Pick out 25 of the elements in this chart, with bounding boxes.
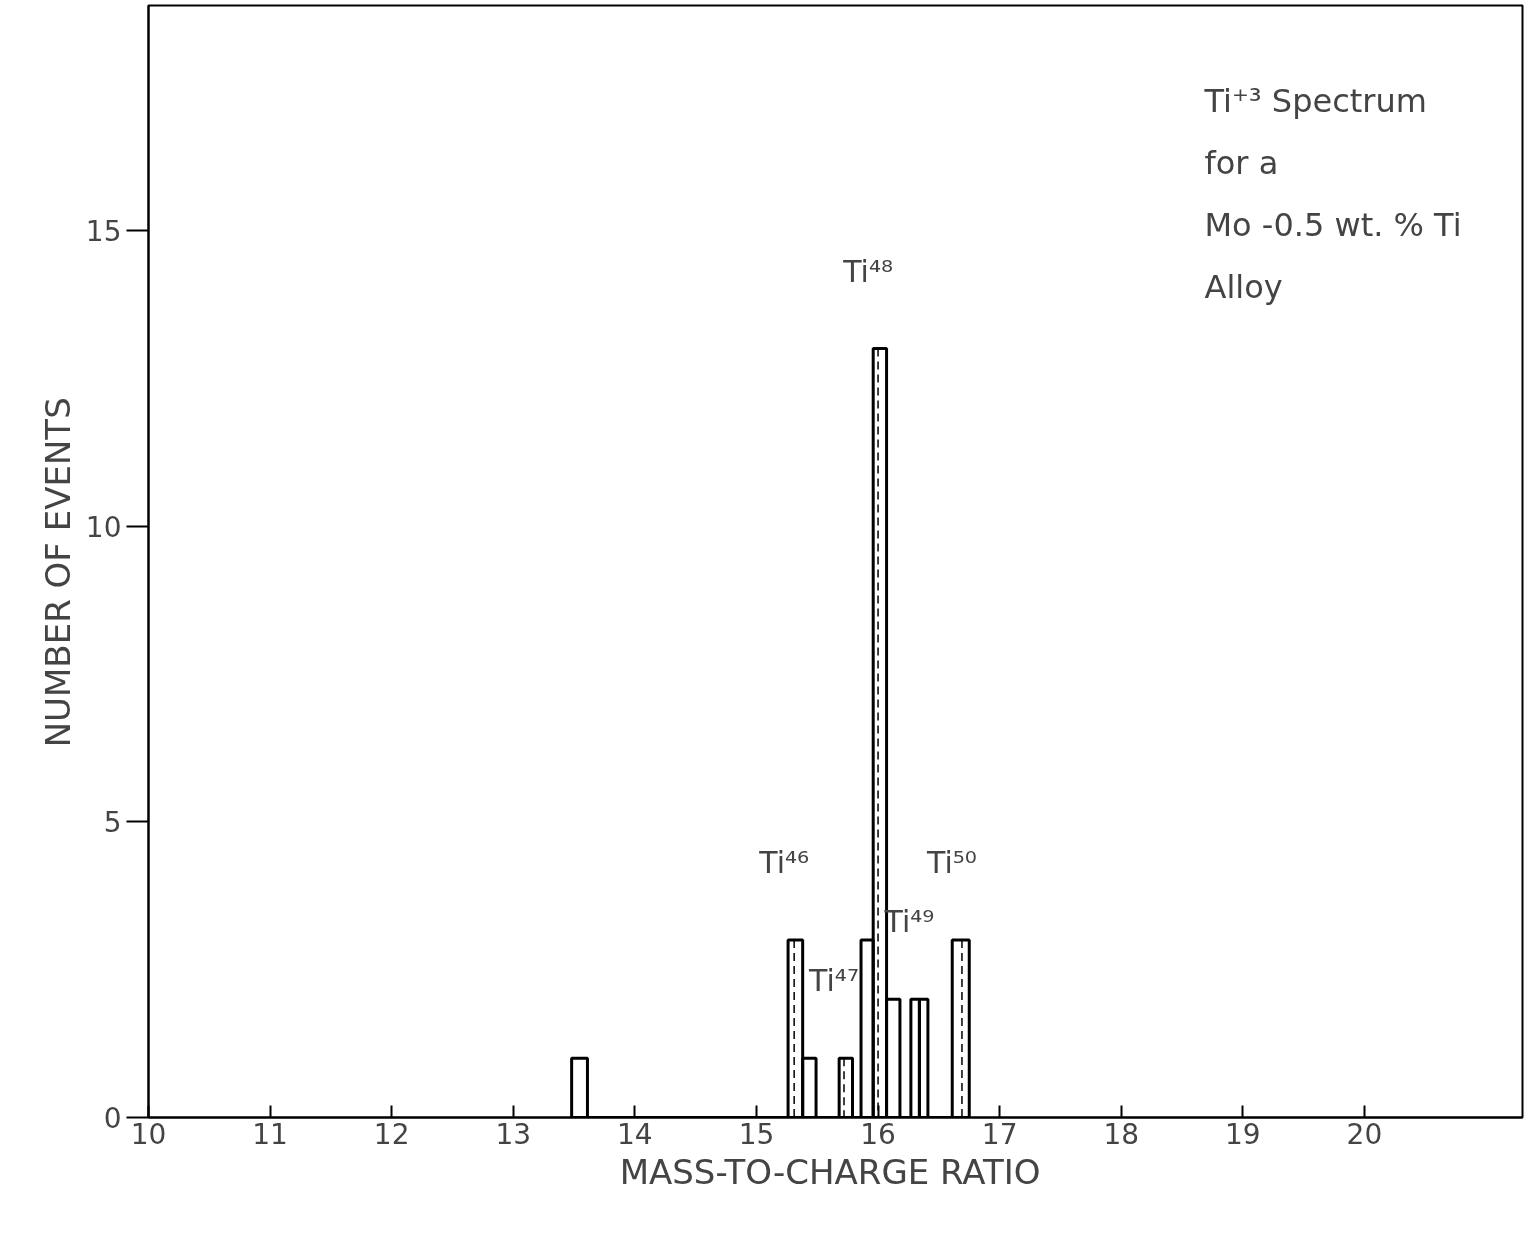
x-tick-label: 17 xyxy=(981,1117,1018,1151)
annotation: Ti⁺³ Spectrum xyxy=(1203,81,1427,120)
x-tick-label: 18 xyxy=(1103,1117,1140,1151)
x-tick-label: 14 xyxy=(617,1117,653,1151)
x-tick-label: 13 xyxy=(495,1117,532,1151)
annotation: Alloy xyxy=(1204,267,1283,306)
x-tick-label: 20 xyxy=(1346,1117,1383,1151)
x-tick-label: 11 xyxy=(252,1117,288,1151)
annotation: for a xyxy=(1204,143,1279,182)
x-tick-label: 16 xyxy=(860,1117,896,1151)
annotation: Mo -0.5 wt. % Ti xyxy=(1204,205,1462,244)
x-tick-label: 10 xyxy=(130,1117,167,1151)
y-tick-label: 0 xyxy=(103,1102,122,1135)
annotation: Ti⁴⁸ xyxy=(842,253,893,289)
y-tick-label: 5 xyxy=(103,806,122,840)
x-tick-label: 12 xyxy=(373,1117,410,1151)
annotation: Ti⁵⁰ xyxy=(926,845,977,881)
annotation: Ti⁴⁶ xyxy=(758,845,810,881)
x-tick-label: 19 xyxy=(1225,1117,1261,1151)
x-axis-title: MASS-TO-CHARGE RATIO xyxy=(619,1151,1041,1192)
annotation: Ti⁴⁷ xyxy=(808,963,859,999)
y-tick-label: 15 xyxy=(85,214,122,248)
y-tick-label: 10 xyxy=(85,510,122,544)
y-axis-title: NUMBER OF EVENTS xyxy=(37,397,78,748)
x-tick-label: 15 xyxy=(738,1117,775,1151)
